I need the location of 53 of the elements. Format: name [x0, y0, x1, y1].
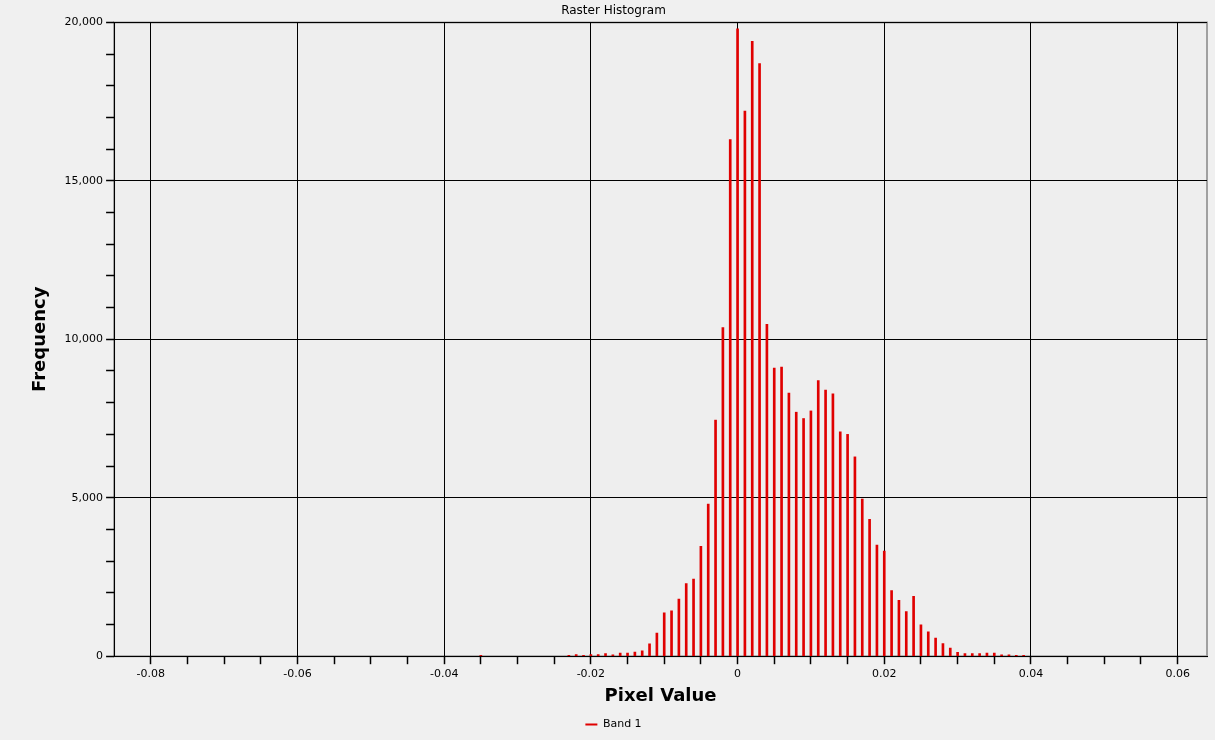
bar: [912, 595, 915, 657]
bar: [926, 631, 930, 657]
bar: [794, 411, 798, 657]
x-tick-label: 0.06: [1165, 666, 1190, 680]
x-tick-label: -0.02: [576, 666, 606, 680]
x-tick-label: -0.06: [283, 666, 312, 680]
bar: [758, 63, 761, 657]
bar: [692, 578, 695, 657]
bar: [970, 653, 974, 657]
bar: [882, 550, 886, 657]
bar: [846, 434, 849, 657]
bar: [802, 418, 805, 657]
bar: [816, 380, 820, 657]
bar: [824, 389, 827, 657]
bar: [618, 652, 622, 657]
bar: [992, 652, 996, 657]
bar: [662, 612, 666, 657]
bar: [706, 503, 710, 657]
y-tick-label: 0: [96, 649, 104, 663]
y-tick-label: 10,000: [64, 332, 104, 346]
x-tick-label: 0.02: [872, 666, 897, 680]
bar: [890, 590, 893, 657]
bar: [860, 498, 864, 657]
x-tick-label: -0.08: [136, 666, 165, 680]
bar: [838, 431, 842, 657]
y-axis-title: Frequency: [28, 286, 50, 392]
y-tick-label: 5,000: [71, 490, 104, 504]
bar: [670, 610, 673, 657]
bar: [750, 41, 754, 657]
bar: [648, 643, 651, 657]
bar: [934, 637, 937, 657]
bar: [904, 611, 908, 657]
x-tick-label: 0: [734, 666, 742, 680]
bar: [772, 367, 776, 657]
bar: [978, 653, 981, 657]
bar: [604, 653, 607, 657]
bar: [684, 583, 688, 657]
bar: [714, 419, 717, 657]
bar: [736, 28, 739, 657]
bar: [956, 652, 959, 657]
y-tick-label: 15,000: [64, 173, 104, 187]
chart-title: Raster Histogram: [561, 3, 666, 18]
x-axis-title: Pixel Value: [604, 683, 717, 705]
bar: [780, 366, 783, 657]
bar: [948, 647, 952, 657]
x-tick-label: 0.04: [1018, 666, 1044, 680]
bar: [728, 139, 732, 657]
bar: [640, 650, 644, 657]
bar: [868, 518, 871, 657]
x-tick-label: -0.04: [429, 666, 459, 680]
y-tick-label: 20,000: [64, 15, 104, 29]
bar: [626, 652, 629, 657]
legend-label: Band 1: [602, 717, 642, 731]
